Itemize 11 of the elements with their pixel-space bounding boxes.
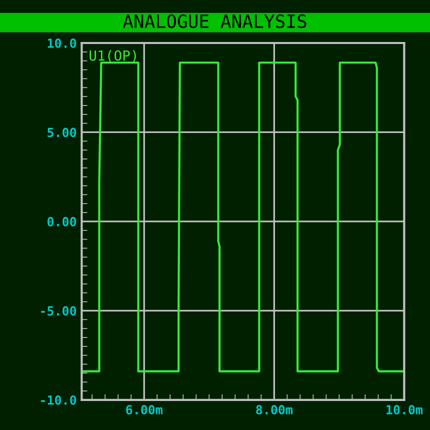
x-tick-label: 10.0m <box>386 404 423 414</box>
chart-title: ANALOGUE ANALYSIS <box>122 14 306 28</box>
y-tick-label: 5.00 <box>48 128 76 138</box>
x-tick-label: 6.00m <box>126 404 162 414</box>
y-tick-label: 10.0 <box>48 38 76 48</box>
y-tick-label: 0.00 <box>47 216 76 226</box>
line-series <box>82 62 404 372</box>
series-label: U1(OP) <box>90 50 136 62</box>
y-tick-label: -10.0 <box>41 395 76 405</box>
y-tick-label: -5.00 <box>41 306 76 316</box>
x-tick-label: 8.00m <box>256 404 292 414</box>
